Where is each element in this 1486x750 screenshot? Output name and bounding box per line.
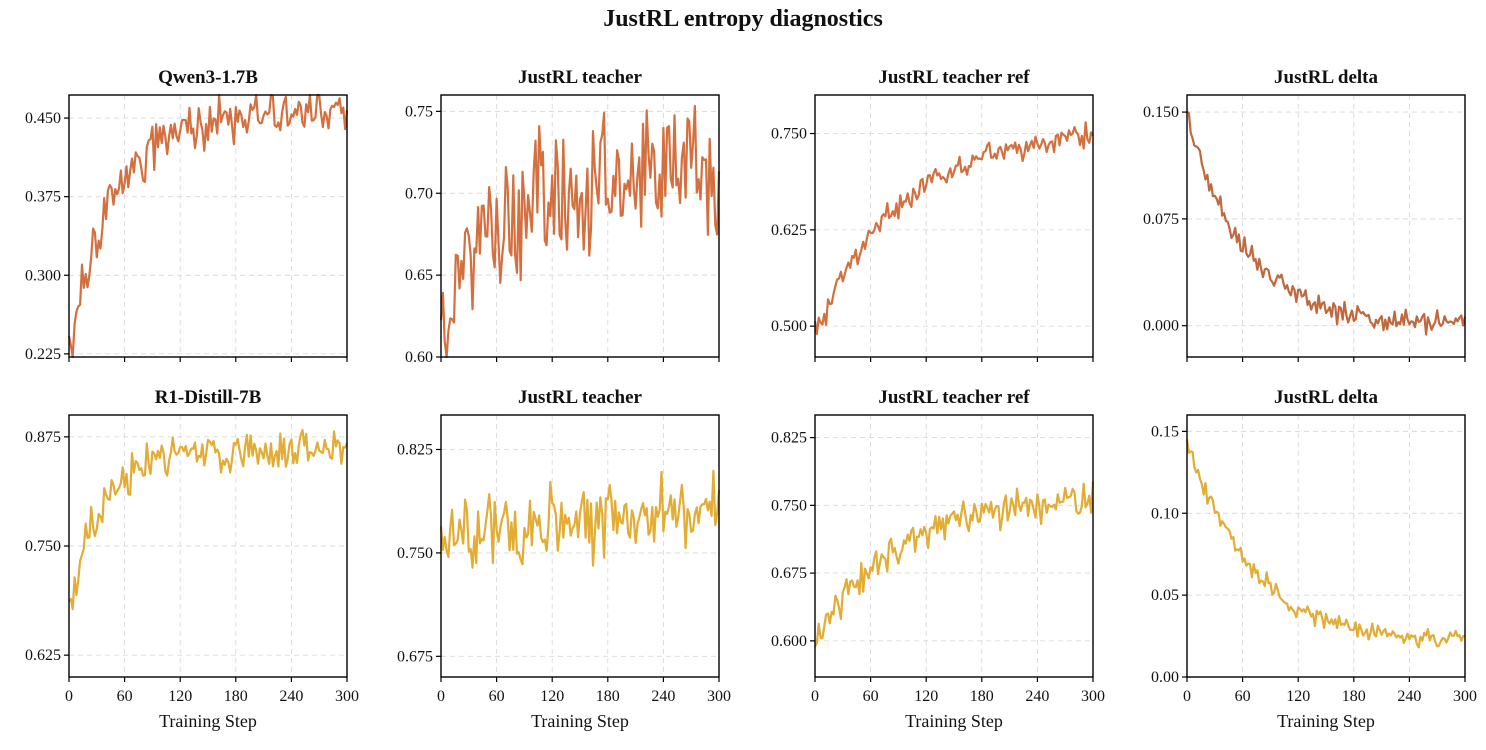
panel-p14: JustRL delta 0.000 0.075 0.150 xyxy=(1143,67,1467,362)
y-tick-label: 0.825 xyxy=(771,430,807,447)
series-line xyxy=(68,428,349,611)
x-tick-label: 120 xyxy=(540,688,564,705)
y-tick-label: 0.00 xyxy=(1151,669,1179,686)
y-tick-label: 0.875 xyxy=(25,429,61,446)
panel-title: JustRL teacher ref xyxy=(878,387,1030,408)
panel-p12: JustRL teacher 0.60 0.65 0.70 0.75 xyxy=(405,67,721,366)
y-tick-label: 0.65 xyxy=(405,267,433,284)
y-tick-label: 0.600 xyxy=(771,633,807,650)
panel-p11: Qwen3-1.7B 0.225 0.300 0.375 0.450 xyxy=(25,67,349,363)
y-tick-label: 0.750 xyxy=(771,497,807,514)
panel-p22: JustRL teacher 0 60 120 180 240 300 Training St… xyxy=(397,387,731,731)
y-tick-label: 0.500 xyxy=(771,318,807,335)
x-tick-label: 240 xyxy=(1397,688,1421,705)
y-tick-label: 0.675 xyxy=(397,648,433,665)
y-tick-label: 0.075 xyxy=(1143,211,1179,228)
series-line xyxy=(813,121,1094,336)
x-tick-label: 0 xyxy=(811,688,819,705)
axes-frame xyxy=(814,94,1094,358)
panel-title: JustRL teacher xyxy=(518,67,643,88)
series-line xyxy=(67,93,349,359)
panel-title: JustRL teacher ref xyxy=(878,67,1030,88)
x-tick-label: 180 xyxy=(596,688,620,705)
series-line xyxy=(439,104,721,359)
y-tick-label: 0.70 xyxy=(405,185,433,202)
axes-frame xyxy=(440,94,720,358)
x-tick-label: 0 xyxy=(437,688,445,705)
y-tick-label: 0.05 xyxy=(1151,587,1179,604)
panel-title: Qwen3-1.7B xyxy=(158,67,258,88)
x-axis-label: Training Step xyxy=(905,711,1003,731)
x-axis-label: Training Step xyxy=(1277,711,1375,731)
x-tick-label: 0 xyxy=(65,688,73,705)
x-tick-label: 300 xyxy=(1081,688,1105,705)
axes-frame xyxy=(1186,414,1466,678)
y-tick-label: 0.300 xyxy=(25,267,61,284)
series-line xyxy=(439,469,721,569)
panels: Qwen3-1.7B 0.225 0.300 0.375 0.450 JustRL tea… xyxy=(25,67,1477,731)
panel-p23: JustRL teacher ref 0 60 120 180 240 300 Trainin… xyxy=(771,387,1105,731)
panel-title: JustRL teacher xyxy=(518,387,643,408)
x-tick-label: 180 xyxy=(224,688,248,705)
y-tick-label: 0.375 xyxy=(25,189,61,206)
panel-title: JustRL delta xyxy=(1274,67,1378,88)
x-tick-label: 300 xyxy=(707,688,731,705)
x-tick-label: 180 xyxy=(1342,688,1366,705)
x-tick-label: 0 xyxy=(1183,688,1191,705)
y-tick-label: 0.60 xyxy=(405,349,433,366)
x-tick-label: 60 xyxy=(1235,688,1251,705)
series-line xyxy=(814,481,1095,647)
x-tick-label: 300 xyxy=(335,688,359,705)
y-tick-label: 0.000 xyxy=(1143,318,1179,335)
x-tick-label: 240 xyxy=(279,688,303,705)
y-tick-label: 0.625 xyxy=(25,647,61,664)
x-tick-label: 240 xyxy=(651,688,675,705)
x-tick-label: 300 xyxy=(1453,688,1477,705)
panel-title: JustRL delta xyxy=(1274,387,1378,408)
x-tick-label: 60 xyxy=(117,688,133,705)
y-tick-label: 0.450 xyxy=(25,110,61,127)
y-tick-label: 0.675 xyxy=(771,565,807,582)
axes-frame xyxy=(814,414,1094,678)
x-tick-label: 240 xyxy=(1025,688,1049,705)
y-tick-label: 0.825 xyxy=(397,441,433,458)
x-tick-label: 120 xyxy=(1286,688,1310,705)
x-tick-label: 60 xyxy=(489,688,505,705)
panel-p24: JustRL delta 0 60 120 180 240 300 Training Step… xyxy=(1151,387,1477,731)
y-tick-label: 0.225 xyxy=(25,346,61,363)
y-tick-label: 0.15 xyxy=(1151,423,1179,440)
y-tick-label: 0.10 xyxy=(1151,505,1179,522)
x-axis-label: Training Step xyxy=(531,711,629,731)
series-line xyxy=(1185,439,1466,649)
panel-p21: R1-Distill-7B 0 60 120 180 240 300 Training Ste… xyxy=(25,387,359,731)
y-tick-label: 0.625 xyxy=(771,222,807,239)
x-axis-label: Training Step xyxy=(159,711,257,731)
x-tick-label: 60 xyxy=(863,688,879,705)
figure-title: JustRL entropy diagnostics xyxy=(603,6,883,32)
x-tick-label: 120 xyxy=(914,688,938,705)
axes-frame xyxy=(1186,94,1466,358)
panel-title: R1-Distill-7B xyxy=(155,387,262,408)
y-tick-label: 0.750 xyxy=(397,545,433,562)
y-tick-label: 0.75 xyxy=(405,103,433,120)
x-tick-label: 120 xyxy=(168,688,192,705)
y-tick-label: 0.150 xyxy=(1143,104,1179,121)
series-line xyxy=(1186,110,1467,336)
y-tick-label: 0.750 xyxy=(771,126,807,143)
panel-p13: JustRL teacher ref 0.500 0.625 0.750 xyxy=(771,67,1094,362)
y-tick-label: 0.750 xyxy=(25,538,61,555)
axes-frame xyxy=(440,414,720,678)
axes-frame xyxy=(68,94,348,358)
x-tick-label: 180 xyxy=(970,688,994,705)
